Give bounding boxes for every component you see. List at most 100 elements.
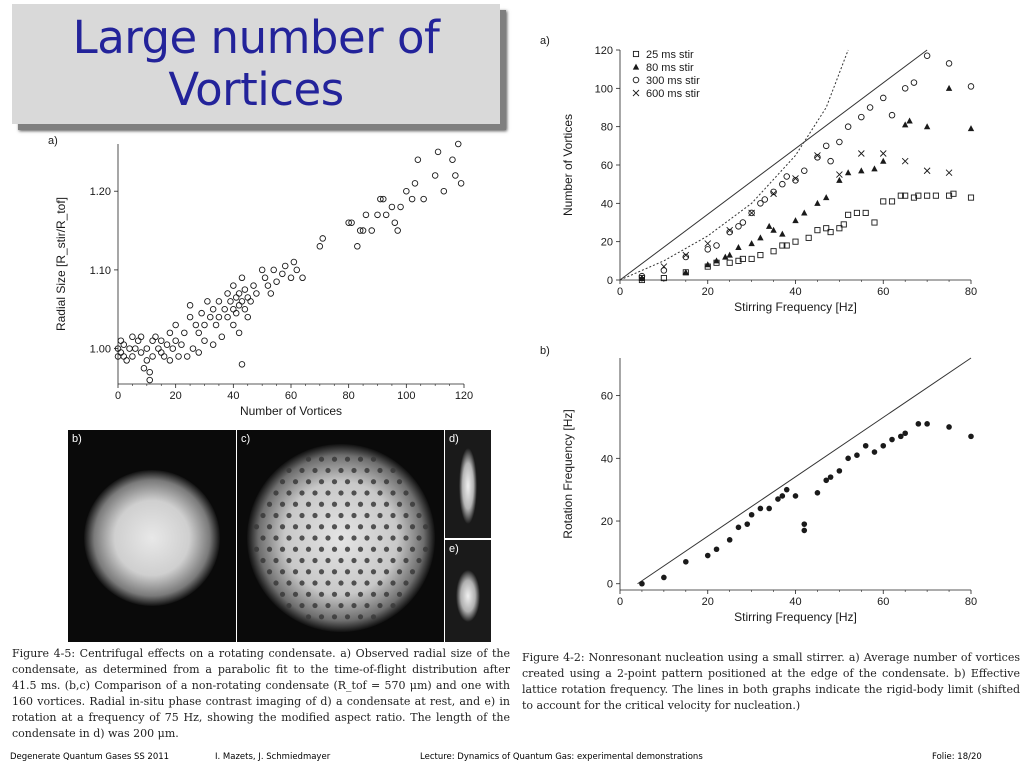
data-point bbox=[204, 298, 211, 305]
vortex-core bbox=[325, 535, 331, 541]
data-point bbox=[123, 357, 130, 364]
data-point bbox=[201, 337, 208, 344]
data-point-open-square bbox=[770, 248, 777, 255]
caption-figure-4-2: Figure 4-2: Nonresonant nucleation using… bbox=[522, 651, 1020, 712]
y-axis-label: Radial Size [R_stir/R_tof] bbox=[54, 197, 68, 331]
vortex-core bbox=[377, 467, 383, 474]
vortex-core bbox=[318, 546, 325, 552]
data-point-open-circle bbox=[735, 223, 742, 230]
vortex-core bbox=[357, 524, 364, 530]
vortex-core bbox=[344, 456, 351, 462]
x-axis-label: Stirring Frequency [Hz] bbox=[734, 610, 857, 624]
data-point bbox=[137, 333, 145, 341]
data-point bbox=[238, 361, 246, 368]
image-d-label: d) bbox=[449, 433, 459, 445]
vortex-core bbox=[286, 557, 292, 564]
data-point bbox=[319, 235, 326, 242]
vortex-core bbox=[364, 512, 370, 519]
vortex-core bbox=[364, 535, 370, 541]
data-point-open-circle bbox=[660, 267, 668, 274]
vortex-core bbox=[344, 479, 351, 485]
data-point-filled-triangle bbox=[704, 261, 711, 268]
data-point bbox=[391, 219, 399, 226]
vortex-core bbox=[364, 490, 370, 496]
data-point bbox=[230, 321, 237, 329]
vortex-core bbox=[364, 580, 370, 586]
y-tick-label: 40 bbox=[601, 198, 613, 210]
vortex-core bbox=[403, 490, 409, 496]
vortex-core bbox=[279, 501, 286, 507]
y-tick-label: 60 bbox=[601, 160, 613, 172]
data-point bbox=[224, 290, 231, 297]
data-point bbox=[862, 442, 869, 449]
data-point bbox=[247, 298, 254, 305]
footer-authors: I. Mazets, J. Schmiedmayer bbox=[215, 752, 331, 762]
vortex-core bbox=[260, 535, 266, 541]
vortex-core bbox=[273, 490, 279, 496]
data-point bbox=[683, 558, 689, 565]
x-tick-label: 80 bbox=[965, 596, 977, 608]
x-axis-label: Stirring Frequency [Hz] bbox=[734, 300, 857, 314]
vortex-core bbox=[312, 557, 318, 564]
x-tick-label: 80 bbox=[343, 390, 355, 402]
data-point-open-square bbox=[836, 225, 843, 232]
vortex-core bbox=[396, 524, 403, 530]
data-point-open-square bbox=[910, 194, 918, 201]
vortex-core bbox=[357, 456, 364, 462]
vortex-core bbox=[351, 602, 357, 609]
data-point bbox=[757, 505, 764, 512]
vortex-core bbox=[305, 546, 312, 552]
legend-marker bbox=[632, 63, 640, 70]
vortex-core bbox=[403, 557, 409, 564]
data-point-filled-triangle bbox=[779, 230, 786, 237]
vortex-core bbox=[351, 467, 357, 474]
vortex-core bbox=[390, 580, 396, 586]
data-point bbox=[287, 274, 295, 282]
data-point-open-circle bbox=[713, 242, 720, 249]
data-point bbox=[221, 305, 228, 313]
data-point-open-circle bbox=[792, 177, 799, 184]
vortex-core bbox=[292, 591, 299, 597]
vortex-core bbox=[325, 580, 331, 586]
vortex-core bbox=[422, 546, 429, 552]
vortex-number-chart: 0 20 40 60 80 0 20 40 60 80 100 120 Stirring Frequen… bbox=[540, 35, 977, 314]
data-point-filled-triangle bbox=[726, 251, 733, 258]
vortex-core bbox=[383, 569, 390, 575]
rigid-body-line bbox=[637, 357, 972, 585]
data-point bbox=[779, 493, 786, 499]
data-point bbox=[238, 274, 246, 282]
data-point bbox=[198, 309, 205, 317]
data-point bbox=[713, 546, 720, 553]
data-point bbox=[299, 274, 306, 282]
vortex-core bbox=[364, 602, 370, 609]
cross-stroke bbox=[726, 226, 734, 234]
vortex-core bbox=[377, 535, 383, 541]
data-point-cross bbox=[704, 240, 712, 247]
data-point-cross bbox=[726, 226, 734, 234]
data-point bbox=[224, 313, 231, 321]
data-point bbox=[792, 493, 799, 499]
vortex-core bbox=[383, 501, 390, 507]
image-e-rotating: e) bbox=[445, 540, 491, 642]
vortex-core bbox=[331, 569, 338, 575]
legend-marker bbox=[632, 89, 640, 97]
data-point bbox=[117, 349, 125, 356]
x-tick-label: 120 bbox=[455, 390, 473, 402]
x-tick-label: 0 bbox=[617, 286, 623, 298]
condensate-b bbox=[68, 430, 236, 642]
data-point bbox=[232, 294, 240, 301]
y-tick-label: 20 bbox=[601, 516, 613, 528]
data-point-open-circle bbox=[814, 154, 821, 161]
data-point bbox=[889, 436, 895, 443]
vortex-core bbox=[286, 580, 292, 586]
data-point bbox=[440, 187, 448, 195]
data-point-cross bbox=[945, 169, 953, 176]
data-point bbox=[382, 211, 390, 219]
data-point-cross bbox=[792, 175, 799, 182]
condensate-d bbox=[445, 430, 491, 538]
vortex-core bbox=[305, 501, 312, 507]
data-point-open-square bbox=[748, 255, 755, 262]
vortex-core bbox=[409, 569, 416, 575]
x-tick-label: 20 bbox=[170, 390, 182, 402]
data-point-open-circle bbox=[888, 111, 896, 119]
